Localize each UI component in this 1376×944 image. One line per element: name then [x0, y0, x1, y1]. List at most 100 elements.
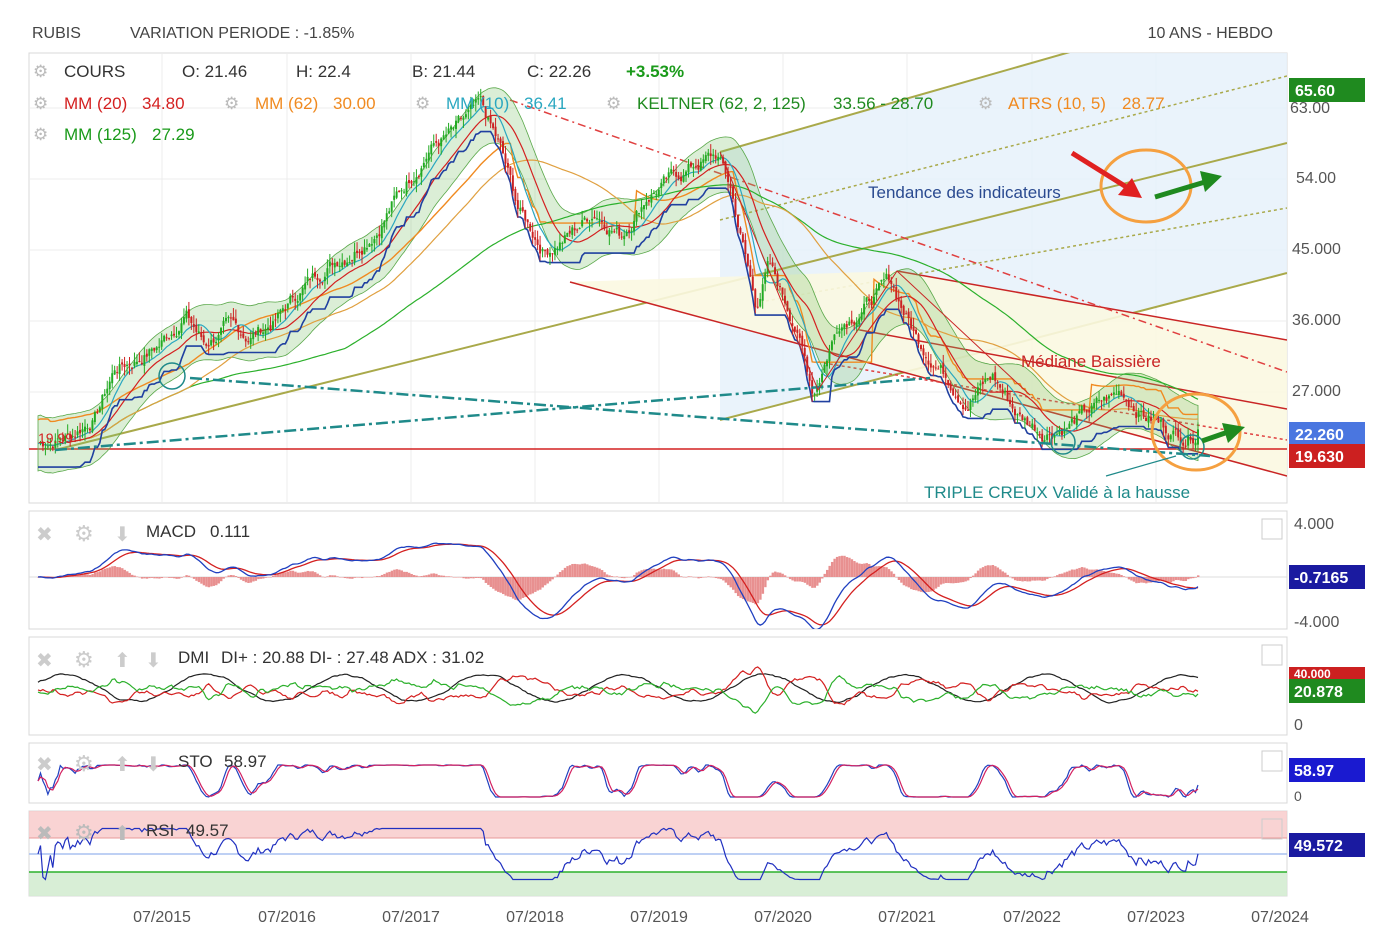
macd-down-icon[interactable]: ⬇	[114, 524, 131, 546]
macd-histogram-bar	[962, 577, 965, 583]
dmi-gear-icon[interactable]: ⚙	[74, 647, 94, 672]
candle-body	[581, 220, 584, 227]
macd-histogram-bar	[113, 566, 117, 577]
candle-body	[247, 341, 250, 343]
mm125-line	[37, 184, 1199, 447]
candle-body	[1194, 442, 1197, 446]
last-price-tag	[1289, 422, 1365, 446]
macd-histogram-bar	[1095, 569, 1098, 577]
candle-body	[910, 318, 913, 329]
candle-body	[88, 428, 91, 431]
candle-body	[647, 199, 650, 202]
candle-body	[289, 295, 292, 304]
rsi-toolbar: ✖ ⚙ ⬆ RSI 49.57 49.572	[36, 818, 1365, 857]
macd-histogram-bar	[1140, 577, 1143, 583]
candle-body	[504, 153, 507, 164]
sto-close-icon[interactable]: ✖	[36, 754, 53, 776]
macd-histogram-bar	[912, 577, 915, 590]
candle-body	[311, 273, 314, 278]
candle-body	[130, 367, 133, 369]
macd-histogram-bar	[1120, 575, 1123, 577]
candle-body	[1033, 424, 1036, 431]
candle-body	[665, 177, 668, 179]
macd-histogram-bar	[494, 577, 497, 591]
candle-body	[1172, 430, 1175, 435]
atrs-gear-icon[interactable]: ⚙	[978, 94, 993, 113]
mm125-gear-icon[interactable]: ⚙	[33, 125, 48, 144]
macd-histogram-bar	[217, 577, 220, 584]
macd-histogram-bar	[442, 575, 446, 577]
macd-maximize-icon[interactable]	[1261, 518, 1283, 540]
candle-body	[430, 144, 433, 155]
sto-down-icon[interactable]: ⬇	[145, 754, 162, 776]
macd-histogram-bar	[714, 577, 718, 579]
candle-body	[912, 326, 915, 332]
macd-histogram-bar	[314, 572, 317, 577]
candle-body	[1132, 405, 1135, 412]
candle-body	[474, 98, 477, 103]
macd-histogram-bar	[1110, 572, 1113, 577]
stop-line	[38, 130, 1198, 468]
candle-body	[519, 207, 522, 212]
macd-histogram-bar	[284, 572, 287, 577]
sto-up-icon[interactable]: ⬆	[114, 754, 131, 776]
rsi-up-icon[interactable]: ⬆	[114, 823, 131, 845]
macd-histogram-bar	[1152, 577, 1155, 582]
candle-body	[1137, 411, 1140, 418]
candle-body	[618, 226, 621, 236]
macd-close-icon[interactable]: ✖	[36, 524, 53, 546]
candle-body	[232, 316, 235, 321]
macd-histogram-bar	[511, 577, 515, 599]
candle-body	[417, 176, 420, 178]
candle-body	[969, 401, 972, 410]
macd-y-bottom: -4.000	[1294, 614, 1339, 631]
adx-line	[37, 673, 1199, 704]
macd-histogram-bar	[165, 577, 169, 578]
macd-histogram-bar	[1021, 577, 1024, 582]
sto-maximize-icon[interactable]	[1261, 750, 1283, 772]
macd-histogram-bar	[709, 576, 713, 578]
mm10-gear-icon[interactable]: ⚙	[415, 94, 430, 113]
rsi-gear-icon[interactable]: ⚙	[74, 820, 94, 845]
x-tick-2017: 07/2017	[382, 909, 440, 926]
macd-histogram-bar	[1001, 571, 1005, 577]
macd-histogram-bar	[1098, 569, 1101, 577]
mm62-gear-icon[interactable]: ⚙	[224, 94, 239, 113]
candle-body	[494, 126, 497, 137]
rsi-tag-text: 49.572	[1294, 838, 1343, 855]
dmi-maximize-icon[interactable]	[1261, 644, 1283, 666]
mm20-gear-icon[interactable]: ⚙	[33, 94, 48, 113]
dmi-down-icon[interactable]: ⬇	[145, 650, 162, 672]
rsi-close-icon[interactable]: ✖	[36, 823, 53, 845]
candle-body	[437, 142, 440, 147]
y-tick-45: 45.000	[1292, 241, 1341, 258]
macd-histogram-bar	[677, 574, 680, 577]
x-axis: 07/2015 07/2016 07/2017 07/2018 07/2019 …	[133, 909, 1309, 926]
candle-body	[524, 209, 527, 221]
cours-gear-icon[interactable]: ⚙	[33, 62, 48, 81]
candle-body	[959, 402, 962, 405]
macd-histogram-bar	[880, 566, 883, 577]
dmi-close-icon[interactable]: ✖	[36, 650, 53, 672]
dmi-up-icon[interactable]: ⬆	[114, 650, 131, 672]
candle-body	[640, 207, 643, 212]
candle-body	[309, 278, 312, 280]
macd-histogram-bar	[1125, 577, 1128, 578]
keltner-gear-icon[interactable]: ⚙	[606, 94, 621, 113]
macd-histogram-bar	[435, 573, 438, 577]
candle-body	[373, 239, 376, 244]
candle-body	[108, 381, 111, 390]
sto-y-bottom: 0	[1294, 788, 1302, 804]
candle-body	[902, 305, 905, 316]
bullish-upper-line	[719, 53, 1071, 153]
macd-gear-icon[interactable]: ⚙	[74, 521, 94, 546]
candle-body	[210, 340, 213, 346]
sto-gear-icon[interactable]: ⚙	[74, 751, 94, 776]
macd-histogram-bar	[341, 577, 344, 578]
macd-histogram-bar	[148, 577, 151, 579]
macd-histogram-bar	[984, 565, 987, 577]
candle-body	[613, 231, 616, 233]
candle-body	[254, 332, 257, 335]
candle-body	[76, 431, 79, 436]
rsi-maximize-icon[interactable]	[1261, 818, 1283, 840]
